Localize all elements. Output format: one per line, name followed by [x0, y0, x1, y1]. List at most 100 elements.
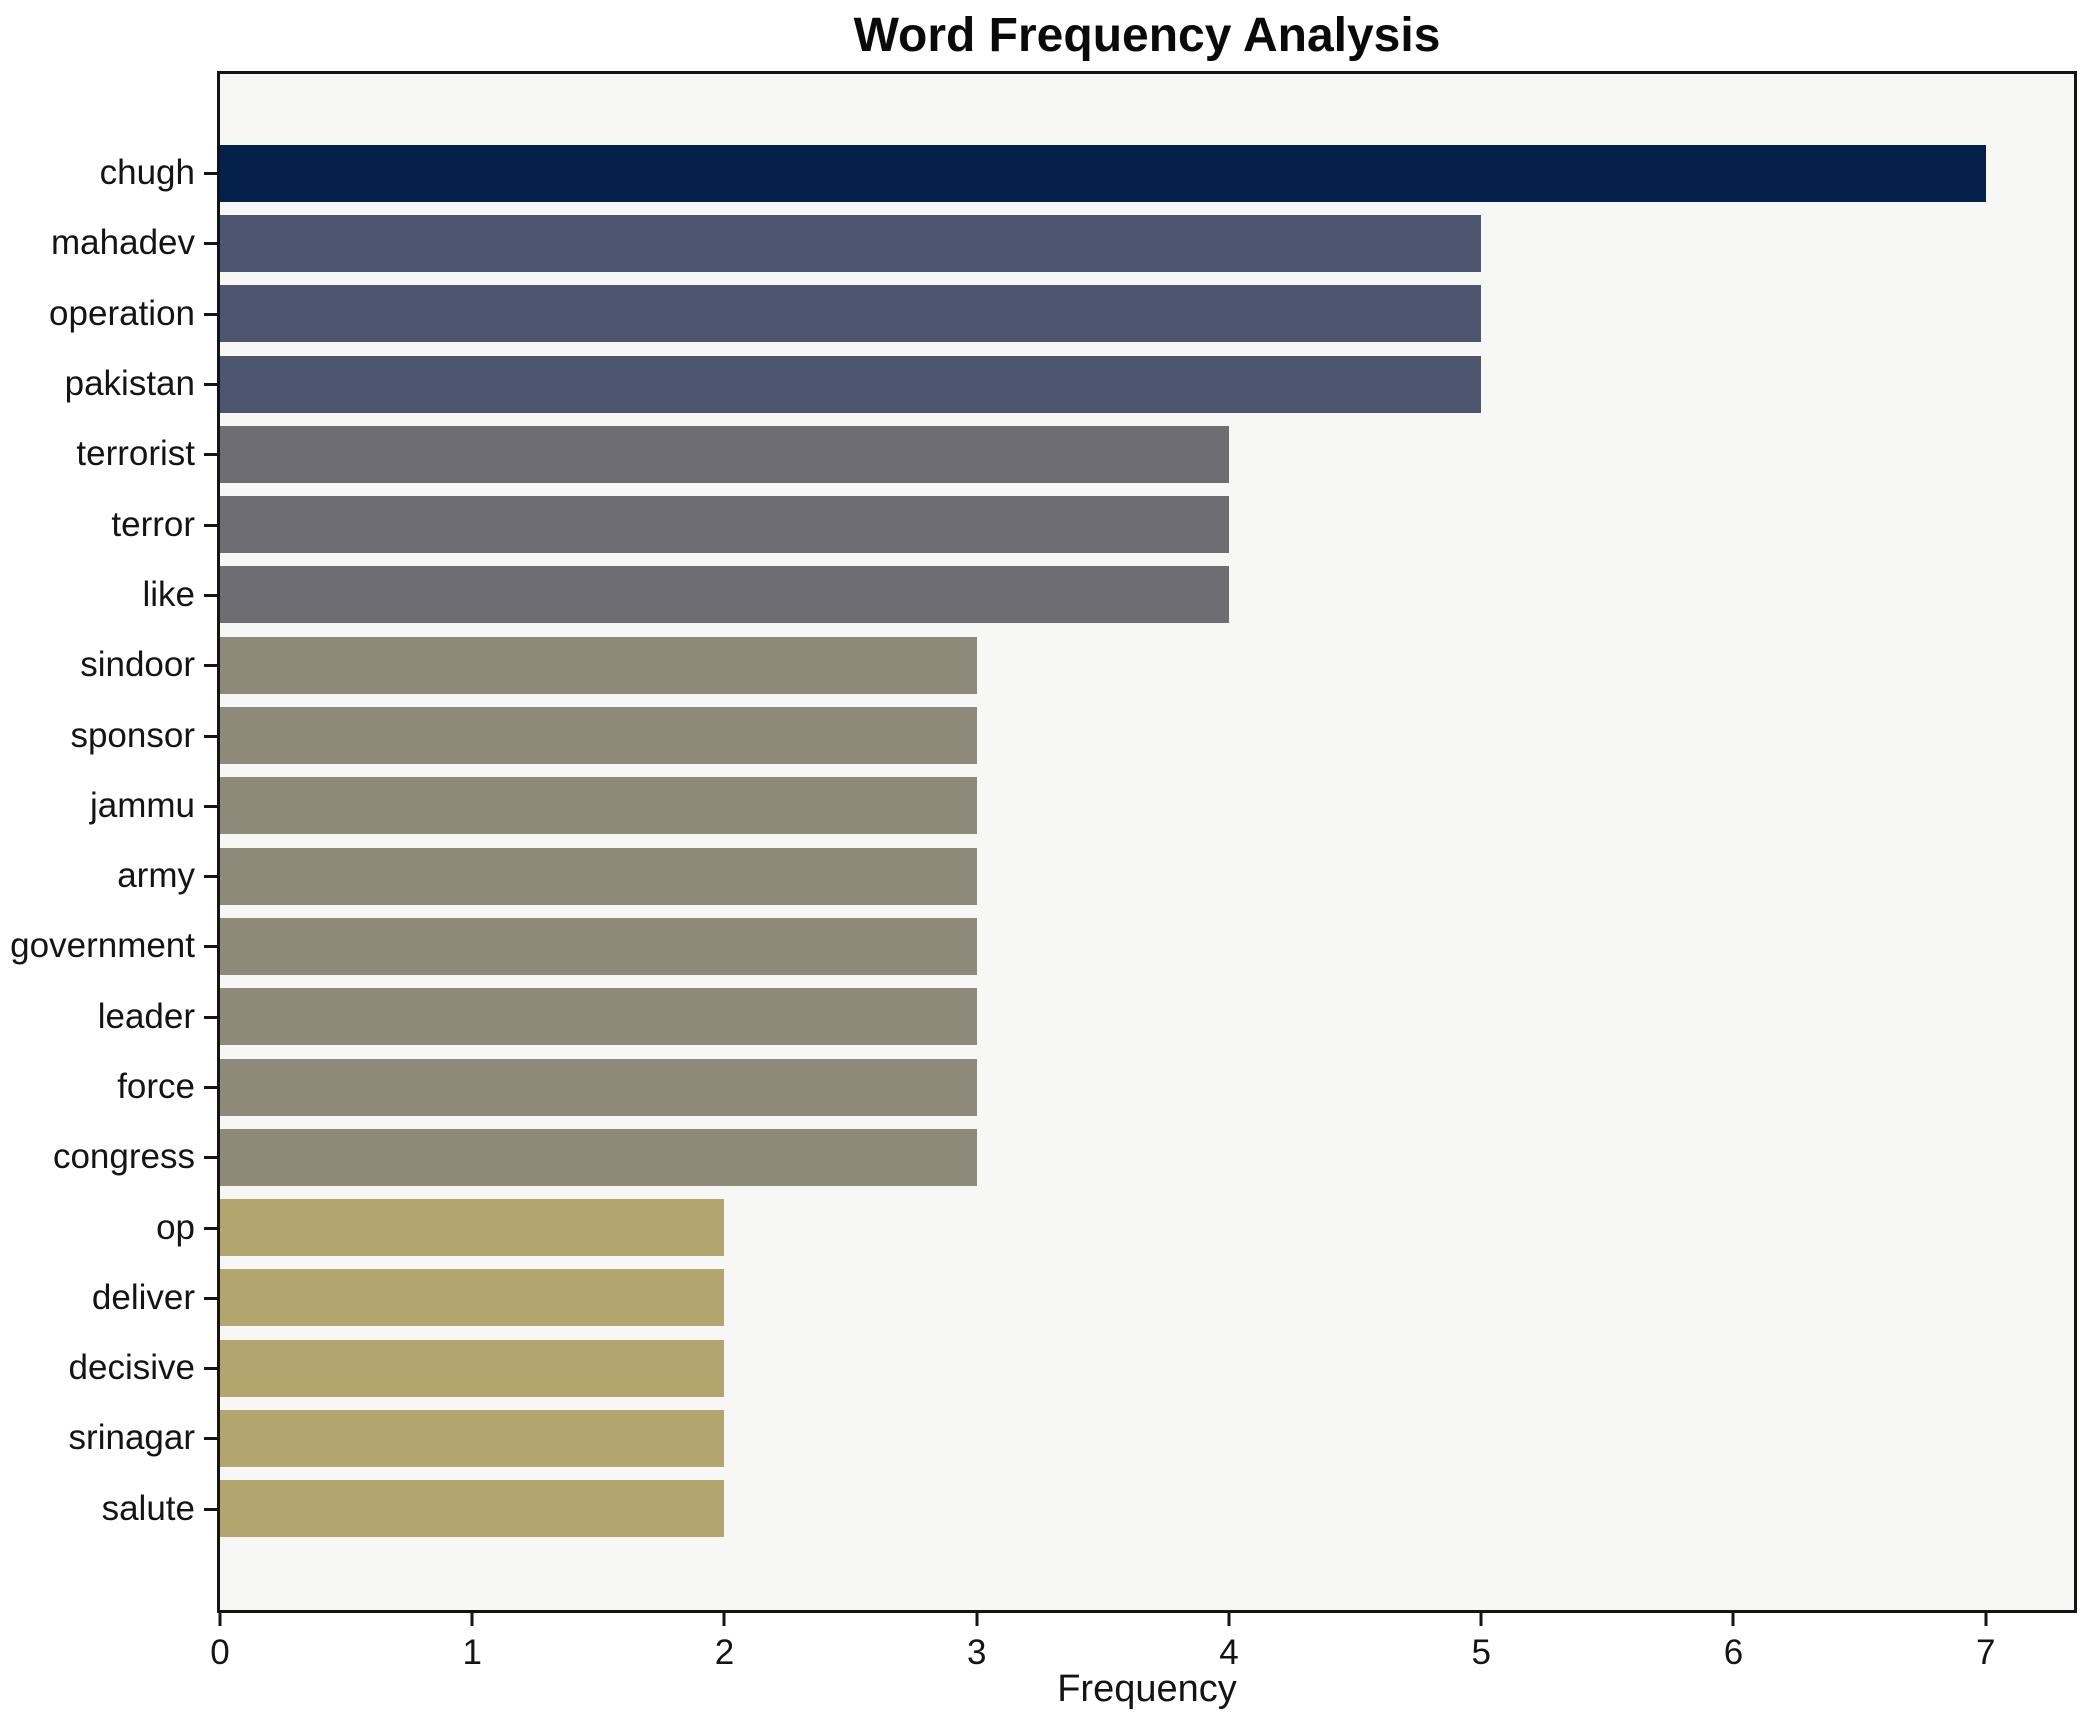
x-tick-label: 7 — [1975, 1633, 1996, 1672]
x-tick — [218, 1613, 222, 1626]
bar-decisive — [220, 1339, 725, 1397]
y-label-row: deliver — [0, 1263, 217, 1333]
y-tick — [204, 1437, 217, 1441]
bar-operation — [220, 285, 1482, 343]
y-tick — [204, 1226, 217, 1230]
y-label-row: sponsor — [0, 700, 217, 770]
x-tick — [1479, 1613, 1483, 1626]
y-label-force: force — [117, 1067, 195, 1106]
y-tick — [204, 1086, 217, 1089]
y-tick — [204, 1015, 217, 1019]
y-label-row: congress — [0, 1122, 217, 1192]
y-tick — [204, 312, 217, 316]
x-tick-label: 1 — [462, 1633, 482, 1672]
y-label-salute: salute — [101, 1488, 195, 1528]
bar-row — [220, 208, 2074, 278]
y-label-government: government — [10, 926, 195, 966]
y-label-row: terror — [0, 489, 217, 559]
bar-row — [220, 349, 2074, 419]
y-label-decisive: decisive — [68, 1348, 195, 1388]
bar-terrorist — [220, 425, 1229, 483]
x-tick — [1731, 1613, 1735, 1626]
y-tick — [204, 1156, 217, 1160]
bar-row — [220, 982, 2074, 1052]
x-tick-label: 4 — [1219, 1633, 1239, 1672]
x-tick — [1227, 1613, 1231, 1626]
y-label-chugh: chugh — [99, 153, 195, 193]
x-axis-title: Frequency — [1057, 1668, 1237, 1710]
y-tick — [204, 593, 217, 597]
bar-row — [220, 489, 2074, 559]
chart-title: Word Frequency Analysis — [853, 9, 1441, 62]
y-tick — [204, 734, 217, 738]
y-label-like: like — [142, 574, 195, 614]
bar-row — [220, 1403, 2074, 1473]
bar-row — [220, 841, 2074, 911]
x-tick — [722, 1613, 726, 1626]
x-tick-label: 0 — [210, 1633, 230, 1672]
bar-jammu — [220, 777, 977, 835]
y-label-terrorist: terrorist — [76, 434, 195, 474]
x-axis: 0 1 2 3 4 5 6 7 — [210, 1613, 2074, 1683]
y-tick — [204, 945, 217, 949]
y-tick — [204, 875, 217, 879]
bar-row — [220, 1474, 2074, 1544]
bar-row — [220, 1333, 2074, 1403]
y-label-row: jammu — [0, 771, 217, 841]
y-tick — [204, 172, 217, 176]
bar-deliver — [220, 1269, 725, 1327]
y-label-row: decisive — [0, 1333, 217, 1403]
bar-pakistan — [220, 355, 1482, 413]
x-tick-label: 2 — [714, 1633, 735, 1672]
y-label-congress: congress — [52, 1137, 195, 1177]
y-label-sponsor: sponsor — [70, 715, 195, 755]
y-label-row: sindoor — [0, 630, 217, 700]
y-label-leader: leader — [97, 996, 195, 1036]
bar-chugh — [220, 144, 1986, 202]
bar-row — [220, 1192, 2074, 1262]
x-tick-label: 3 — [967, 1633, 987, 1672]
y-tick — [204, 383, 217, 387]
bar-like — [220, 566, 1229, 624]
y-label-mahadev: mahadev — [51, 223, 195, 263]
y-label-operation: operation — [49, 293, 195, 333]
bar-row — [220, 419, 2074, 489]
bar-salute — [220, 1480, 725, 1538]
x-tick-label: 6 — [1723, 1633, 1744, 1672]
bar-army — [220, 847, 977, 905]
y-label-row: pakistan — [0, 349, 217, 419]
y-label-row: mahadev — [0, 208, 217, 278]
bar-row — [220, 1052, 2074, 1122]
bar-congress — [220, 1128, 977, 1186]
plot-area — [217, 71, 2077, 1613]
bar-row — [220, 560, 2074, 630]
bar-mahadev — [220, 214, 1482, 272]
x-tick — [470, 1613, 474, 1626]
bar-terror — [220, 496, 1229, 554]
bar-row — [220, 911, 2074, 981]
bar-row — [220, 630, 2074, 700]
y-label-row: government — [0, 911, 217, 981]
y-label-row: chugh — [0, 138, 217, 208]
bar-sponsor — [220, 707, 977, 765]
y-label-jammu: jammu — [89, 785, 195, 825]
y-label-row: army — [0, 841, 217, 911]
y-label-row: leader — [0, 982, 217, 1052]
y-label-row: terrorist — [0, 419, 217, 489]
y-tick — [204, 1367, 217, 1371]
y-tick — [204, 1507, 217, 1511]
x-tick — [975, 1613, 979, 1626]
y-tick — [204, 804, 217, 808]
y-tick — [204, 664, 217, 668]
y-label-row: op — [0, 1192, 217, 1262]
y-label-army: army — [117, 856, 195, 896]
y-tick — [204, 523, 217, 527]
bars-container — [220, 138, 2074, 1544]
y-label-deliver: deliver — [91, 1277, 195, 1317]
y-label-row: operation — [0, 279, 217, 349]
y-label-row: force — [0, 1052, 217, 1122]
y-label-pakistan: pakistan — [64, 364, 195, 404]
y-label-row: srinagar — [0, 1403, 217, 1473]
bar-force — [220, 1058, 977, 1116]
